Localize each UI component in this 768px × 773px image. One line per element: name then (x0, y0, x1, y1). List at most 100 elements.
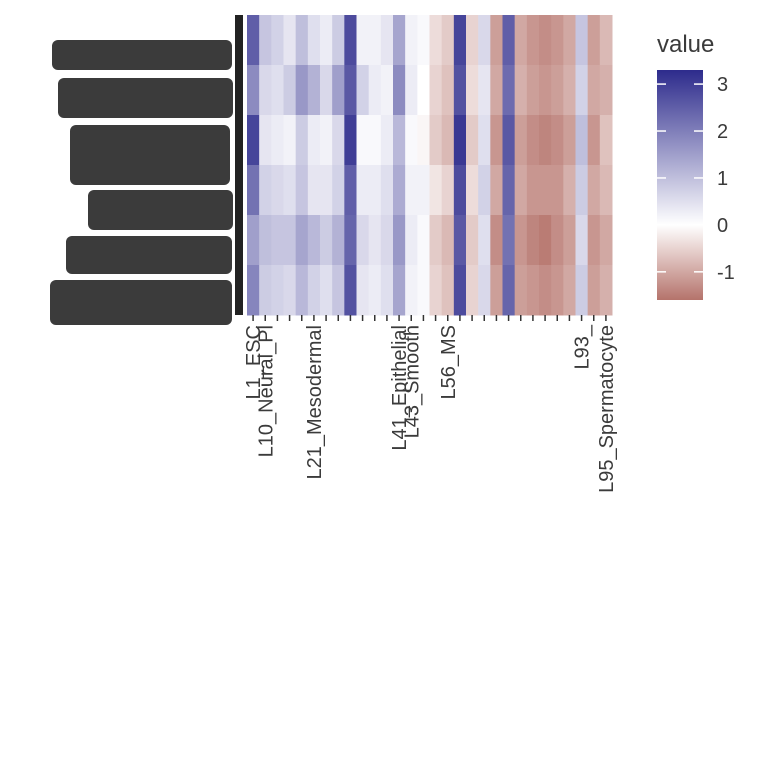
heat-cell (320, 165, 333, 216)
heat-cell (344, 215, 357, 266)
heat-cell (380, 65, 394, 116)
heat-cell (539, 215, 552, 266)
x-tick-label: L41_Epithelial (389, 325, 411, 451)
heat-cell (466, 165, 479, 216)
heat-cell (502, 265, 516, 316)
heat-cell (539, 15, 552, 66)
heat-cell (405, 215, 418, 266)
heat-cell (478, 215, 491, 266)
x-tick-label: L95_Spermatocyte (596, 325, 618, 493)
heat-cell (283, 115, 297, 166)
heat-cell (466, 65, 479, 116)
heat-cell (526, 265, 540, 316)
heat-cell (599, 265, 613, 316)
heat-cell (356, 65, 370, 116)
heat-cell (283, 65, 297, 116)
heat-cell (417, 115, 430, 166)
heat-cell (320, 215, 333, 266)
heat-cell (393, 265, 406, 316)
heat-cell (247, 65, 260, 116)
heat-cell (405, 265, 418, 316)
heat-cell (271, 215, 284, 266)
heat-cell (599, 15, 613, 66)
heat-cell (551, 15, 564, 66)
heat-cell (356, 215, 370, 266)
heat-cell (405, 15, 418, 66)
heat-cell (587, 165, 601, 216)
heat-cell (466, 15, 479, 66)
heat-cell (320, 265, 333, 316)
heat-cell (332, 165, 345, 216)
heat-cell (587, 265, 601, 316)
heat-cell (453, 65, 467, 116)
heat-cell (307, 65, 321, 116)
heat-cell (295, 115, 309, 166)
heat-cell (526, 65, 540, 116)
heat-cell (563, 15, 576, 66)
heat-cell (563, 165, 576, 216)
heat-cell (247, 165, 260, 216)
heat-cell (380, 215, 394, 266)
heat-cell (393, 165, 406, 216)
heat-cell (380, 15, 394, 66)
heat-cell (259, 115, 272, 166)
heat-cell (429, 165, 443, 216)
heat-cell (295, 65, 309, 116)
heat-cell (453, 15, 467, 66)
heat-cell (599, 115, 613, 166)
heat-cell (307, 15, 321, 66)
heat-cell (587, 115, 601, 166)
heat-cell (259, 15, 272, 66)
heat-cell (563, 65, 576, 116)
heat-cell (332, 115, 345, 166)
heat-cell (539, 65, 552, 116)
heat-cell (320, 15, 333, 66)
heat-cell (514, 15, 528, 66)
heat-cell (490, 115, 503, 166)
heat-cell (393, 65, 406, 116)
heat-cell (271, 265, 284, 316)
heat-cell (441, 165, 455, 216)
heat-cell (526, 15, 540, 66)
heat-cell (259, 65, 272, 116)
heat-cell (417, 65, 430, 116)
colorbar-tick-label: -1 (717, 262, 735, 284)
heat-cell (502, 115, 516, 166)
heat-cell (514, 165, 528, 216)
heat-cell (307, 115, 321, 166)
heat-cell (441, 65, 455, 116)
heat-cell (247, 265, 260, 316)
heat-cell (587, 15, 601, 66)
heat-cell (551, 165, 564, 216)
heat-cell (283, 265, 297, 316)
heat-cell (368, 215, 382, 266)
heat-cell (575, 65, 589, 116)
colorbar-tick-label: 3 (717, 74, 728, 96)
heat-cell (514, 215, 528, 266)
heat-cell (283, 165, 297, 216)
heat-cell (417, 215, 430, 266)
heat-cell (575, 165, 589, 216)
heat-cell (599, 215, 613, 266)
heat-cell (344, 65, 357, 116)
heat-cell (393, 15, 406, 66)
heat-cell (502, 215, 516, 266)
heat-cell (551, 265, 564, 316)
heat-cell (320, 115, 333, 166)
heat-cell (332, 15, 345, 66)
heat-cell (526, 165, 540, 216)
heat-cell (332, 265, 345, 316)
heat-cell (393, 115, 406, 166)
heat-cell (295, 165, 309, 216)
heat-cell (320, 65, 333, 116)
heat-cell (356, 115, 370, 166)
heat-cell (368, 165, 382, 216)
heat-cell (453, 115, 467, 166)
heat-cell (417, 265, 430, 316)
x-tick-label: L10_Neural_Pl (255, 325, 277, 457)
heat-cell (356, 265, 370, 316)
heat-cell (502, 65, 516, 116)
heat-cell (405, 115, 418, 166)
heat-cell (453, 165, 467, 216)
heat-cell (587, 65, 601, 116)
